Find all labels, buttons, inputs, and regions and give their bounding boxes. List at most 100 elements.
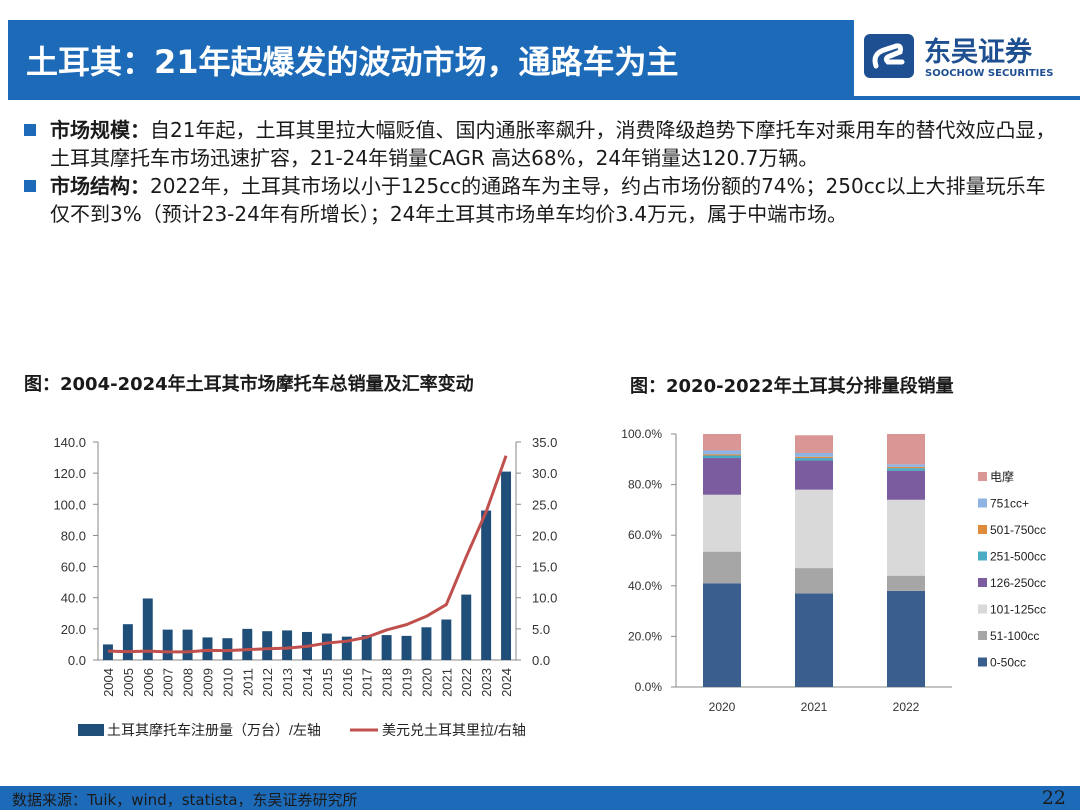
left-tick-label: 140.0 bbox=[53, 435, 86, 450]
bullet-lead: 市场结构： bbox=[50, 174, 150, 198]
bar bbox=[401, 635, 412, 660]
x-tick-label: 2009 bbox=[200, 668, 215, 697]
legend-swatch bbox=[978, 498, 987, 508]
bar bbox=[182, 629, 193, 660]
x-tick-label: 2013 bbox=[280, 668, 295, 697]
stack-segment bbox=[795, 458, 833, 461]
bar bbox=[481, 510, 492, 660]
right-tick-label: 20.0 bbox=[532, 528, 557, 543]
bar bbox=[321, 633, 332, 660]
left-chart-title: 图：2004-2024年土耳其市场摩托车总销量及汇率变动 bbox=[24, 374, 474, 395]
x-tick-label: 2004 bbox=[101, 668, 116, 697]
stack-segment bbox=[795, 489, 833, 569]
stack-segment bbox=[795, 452, 833, 457]
logo-text-cn: 东吴证券 bbox=[924, 37, 1032, 68]
legend-label: 126-250cc bbox=[990, 576, 1046, 590]
bar bbox=[381, 635, 392, 660]
right-tick-label: 0.0 bbox=[532, 653, 550, 668]
y-tick-label: 20.0% bbox=[628, 629, 662, 643]
y-tick-label: 80.0% bbox=[628, 478, 662, 492]
bullet-market-structure: 市场结构：2022年，土耳其市场以小于125cc的通路车为主导，约占市场份额的7… bbox=[24, 172, 1064, 228]
stack-segment bbox=[795, 593, 833, 687]
x-tick-label: 2022 bbox=[893, 700, 920, 714]
bullet-square-icon bbox=[24, 180, 36, 192]
x-tick-label: 2011 bbox=[240, 668, 255, 696]
right-tick-label: 25.0 bbox=[532, 497, 557, 512]
x-tick-label: 2021 bbox=[801, 700, 828, 714]
legend-label: 501-750cc bbox=[990, 523, 1046, 537]
y-tick-label: 100.0% bbox=[621, 427, 662, 441]
displacement-share-chart: 0.0% 20.0% 40.0% 60.0% 80.0% 100.0% 2020 2021 20… bbox=[621, 427, 1046, 714]
bar bbox=[242, 628, 253, 660]
left-tick-label: 20.0 bbox=[61, 622, 86, 637]
x-tick-label: 2017 bbox=[360, 668, 375, 697]
x-tick-label: 2014 bbox=[300, 668, 315, 697]
legend-label: 电摩 bbox=[990, 469, 1014, 484]
stack-segment bbox=[703, 494, 741, 552]
stack-segment bbox=[703, 551, 741, 584]
legend-label: 51-100cc bbox=[990, 629, 1039, 643]
bar bbox=[202, 637, 213, 660]
left-tick-label: 40.0 bbox=[61, 591, 86, 606]
right-tick-label: 5.0 bbox=[532, 622, 550, 637]
left-tick-label: 60.0 bbox=[61, 560, 86, 575]
stack-segment bbox=[703, 454, 741, 456]
stack-segment bbox=[887, 575, 925, 591]
stack-segment bbox=[703, 450, 741, 455]
bar bbox=[222, 638, 233, 660]
stack-segment bbox=[887, 434, 925, 465]
page-number: 22 bbox=[1041, 787, 1066, 809]
page-title: 土耳其：21年起爆发的波动市场，通路车为主 bbox=[26, 43, 679, 81]
company-logo: 东吴证券 SOOCHOW SECURITIES bbox=[862, 30, 1072, 84]
stack-segment bbox=[703, 434, 741, 451]
y-tick-label: 0.0% bbox=[635, 680, 663, 694]
left-tick-label: 100.0 bbox=[53, 497, 86, 512]
bar bbox=[361, 635, 372, 660]
y-tick-label: 40.0% bbox=[628, 579, 662, 593]
bullet-text: 2022年，土耳其市场以小于125cc的通路车为主导，约占市场份额的74%；25… bbox=[50, 174, 1046, 226]
right-tick-label: 15.0 bbox=[532, 560, 557, 575]
exchange-rate-line bbox=[107, 455, 508, 654]
bullet-market-size: 市场规模：自21年起，土耳其里拉大幅贬值、国内通胀率飙升，消费降级趋势下摩托车对… bbox=[24, 116, 1064, 172]
stack-segment bbox=[703, 583, 741, 687]
logo-text-en: SOOCHOW SECURITIES bbox=[925, 68, 1054, 79]
x-tick-label: 2024 bbox=[499, 668, 514, 697]
stack-segment bbox=[887, 470, 925, 500]
right-tick-label: 30.0 bbox=[532, 466, 557, 481]
stack-segment bbox=[887, 466, 925, 469]
x-tick-label: 2006 bbox=[141, 668, 156, 697]
right-tick-label: 10.0 bbox=[532, 591, 557, 606]
bullet-list: 市场规模：自21年起，土耳其里拉大幅贬值、国内通胀率飙升，消费降级趋势下摩托车对… bbox=[24, 116, 1064, 228]
x-tick-label: 2020 bbox=[419, 668, 434, 697]
legend-swatch bbox=[978, 525, 987, 534]
bar bbox=[441, 619, 452, 660]
stack-segment bbox=[703, 455, 741, 459]
legend-label: 101-125cc bbox=[990, 603, 1046, 617]
x-tick-label: 2007 bbox=[161, 668, 176, 697]
legend-swatch bbox=[978, 604, 987, 614]
x-tick-label: 2018 bbox=[380, 668, 395, 697]
x-tick-label: 2015 bbox=[320, 668, 335, 697]
right-chart-title: 图：2020-2022年土耳其分排量段销量 bbox=[630, 376, 954, 397]
right-tick-label: 35.0 bbox=[532, 435, 557, 450]
stack-segment bbox=[887, 590, 925, 687]
legend-label-bar: 土耳其摩托车注册量（万台）/左轴 bbox=[107, 722, 321, 738]
y-tick-label: 60.0% bbox=[628, 528, 662, 542]
legend-swatch bbox=[978, 657, 987, 667]
bar bbox=[341, 636, 352, 660]
stack-segment bbox=[887, 464, 925, 467]
bullet-lead: 市场规模： bbox=[50, 118, 150, 142]
stack-segment bbox=[703, 458, 741, 495]
title-rule bbox=[8, 96, 1080, 100]
legend-label: 251-500cc bbox=[990, 550, 1046, 564]
stack-segment bbox=[887, 468, 925, 471]
bar bbox=[142, 598, 153, 660]
x-tick-label: 2005 bbox=[121, 668, 136, 697]
legend-swatch bbox=[978, 631, 987, 640]
stack-segment bbox=[795, 435, 833, 453]
left-tick-label: 120.0 bbox=[53, 466, 86, 481]
bar bbox=[122, 624, 133, 660]
title-bar: 土耳其：21年起爆发的波动市场，通路车为主 bbox=[8, 20, 854, 96]
bar bbox=[282, 630, 293, 660]
stack-segment bbox=[887, 499, 925, 576]
